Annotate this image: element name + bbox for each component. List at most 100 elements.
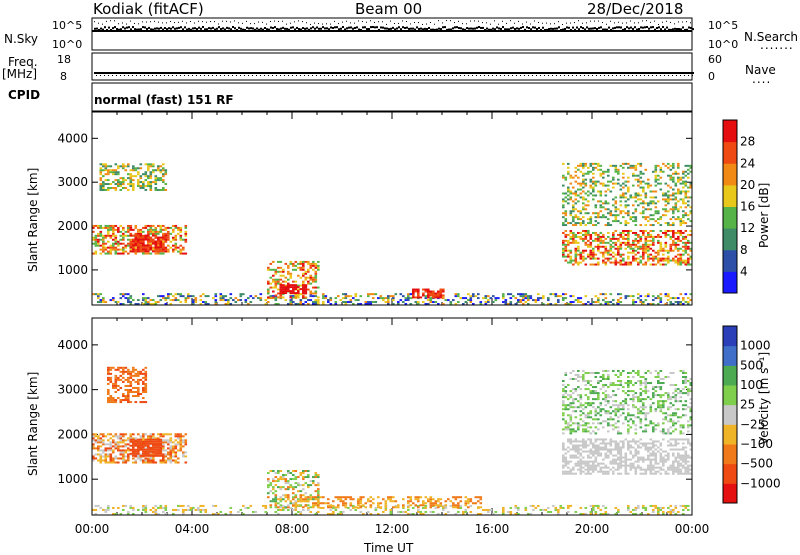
power-data-cell xyxy=(612,179,615,181)
freq-trace-point xyxy=(576,72,578,74)
nsky-trace-point xyxy=(314,28,316,30)
power-data-cell xyxy=(180,301,183,303)
velocity-data-cell xyxy=(552,505,555,507)
velocity-data-cell xyxy=(120,441,123,443)
power-data-cell xyxy=(580,165,583,167)
velocity-data-cell xyxy=(152,435,155,437)
power-data-cell xyxy=(580,236,583,238)
power-data-cell xyxy=(100,177,103,179)
power-data-cell xyxy=(652,258,655,260)
freq-trace-point xyxy=(406,72,408,74)
nsearch-trace-point xyxy=(518,21,519,22)
nsearch-trace-point xyxy=(306,22,307,23)
power-data-cell xyxy=(637,258,640,260)
power-data-cell xyxy=(315,281,318,283)
power-data-cell xyxy=(300,293,303,295)
power-data-cell xyxy=(575,256,578,258)
power-data-cell xyxy=(615,165,618,167)
power-data-cell xyxy=(102,301,105,303)
power-data-cell xyxy=(635,167,638,169)
power-data-cell xyxy=(572,295,575,297)
power-data-cell xyxy=(682,191,685,193)
freq-trace-point xyxy=(284,72,286,74)
nsearch-trace-point xyxy=(210,21,211,22)
power-data-cell xyxy=(387,301,390,303)
nsearch-trace-point xyxy=(610,21,611,22)
power-data-cell xyxy=(685,212,688,214)
velocity-data-cell xyxy=(575,455,578,457)
velocity-data-cell xyxy=(460,500,463,502)
power-data-cell xyxy=(100,301,103,303)
velocity-data-cell xyxy=(175,439,178,441)
power-data-cell xyxy=(97,227,100,229)
power-data-cell xyxy=(112,247,115,249)
power-data-cell xyxy=(680,183,683,185)
velocity-data-cell xyxy=(115,369,118,371)
power-data-cell xyxy=(677,230,680,232)
velocity-data-cell xyxy=(672,511,675,513)
freq-trace-point xyxy=(494,72,496,74)
power-data-cell xyxy=(312,292,315,294)
velocity-data-cell xyxy=(110,381,113,383)
velocity-data-cell xyxy=(95,447,98,449)
power-data-cell xyxy=(682,183,685,185)
power-data-cell xyxy=(622,210,625,212)
power-data-cell xyxy=(177,299,180,301)
nsearch-trace-point xyxy=(362,21,363,22)
velocity-data-cell xyxy=(562,471,565,473)
power-data-cell xyxy=(120,165,123,167)
power-data-cell xyxy=(305,286,308,288)
velocity-data-cell xyxy=(142,437,145,439)
nsearch-trace-point xyxy=(182,21,183,22)
power-data-cell xyxy=(102,185,105,187)
freq-trace-point xyxy=(300,72,302,74)
nsky-trace-point xyxy=(212,27,214,29)
velocity-data-cell xyxy=(457,511,460,513)
power-data-cell xyxy=(622,260,625,262)
power-data-cell xyxy=(292,281,295,283)
power-data-cell xyxy=(575,216,578,218)
freq-trace-point xyxy=(210,72,212,74)
power-data-cell xyxy=(565,210,568,212)
power-data-cell xyxy=(150,183,153,185)
freq-trace-point xyxy=(400,72,402,74)
freq-trace-point xyxy=(164,72,166,74)
power-data-cell xyxy=(277,283,280,285)
power-data-cell xyxy=(290,299,293,301)
power-data-cell xyxy=(102,299,105,301)
velocity-data-cell xyxy=(105,511,108,513)
nsky-trace-point xyxy=(328,28,330,30)
power-data-cell xyxy=(385,301,388,303)
power-data-cell xyxy=(680,254,683,256)
velocity-data-cell xyxy=(332,511,335,513)
velocity-data-cell xyxy=(107,433,110,435)
power-data-cell xyxy=(180,293,183,295)
power-data-cell xyxy=(412,289,415,291)
power-data-cell xyxy=(162,253,165,255)
power-data-cell xyxy=(527,297,530,299)
power-data-cell xyxy=(610,210,613,212)
power-data-cell xyxy=(315,295,318,297)
power-data-cell xyxy=(632,175,635,177)
nave-trace-point xyxy=(544,75,545,76)
nsky-trace-point xyxy=(634,26,636,28)
velocity-data-cell xyxy=(652,509,655,511)
power-data-cell xyxy=(312,301,315,303)
freq-trace-point xyxy=(368,72,370,74)
velocity-data-cell xyxy=(445,504,448,506)
velocity-data-cell xyxy=(147,457,150,459)
power-data-cell xyxy=(665,264,668,266)
velocity-data-cell xyxy=(117,449,120,451)
power-data-cell xyxy=(617,250,620,252)
power-data-cell xyxy=(505,301,508,303)
power-data-cell xyxy=(190,295,193,297)
power-data-cell xyxy=(570,222,573,224)
velocity-data-cell xyxy=(122,509,125,511)
power-data-cell xyxy=(182,247,185,249)
power-data-cell xyxy=(682,246,685,248)
power-colorbar-segment xyxy=(723,271,737,293)
nsky-trace-point xyxy=(600,26,602,28)
nsky-trace-point xyxy=(248,27,250,29)
freq-trace-point xyxy=(220,72,222,74)
velocity-data-cell xyxy=(432,504,435,506)
